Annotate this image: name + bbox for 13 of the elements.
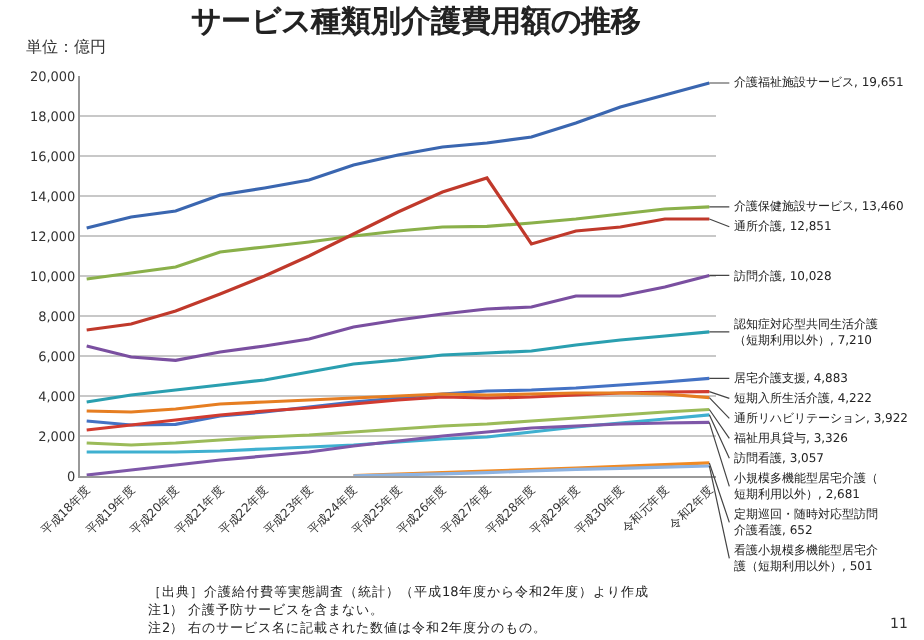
line-series <box>85 273 711 362</box>
line-series <box>85 176 711 332</box>
line-series <box>85 407 711 447</box>
line-series <box>85 330 711 404</box>
line-series <box>85 413 711 454</box>
chart-title: サービス種類別介護費用額の推移 <box>190 2 641 39</box>
line-series <box>85 81 711 230</box>
line-series <box>85 391 711 414</box>
y-axis-title: 単位：億円 <box>26 38 106 56</box>
line-series <box>85 389 711 432</box>
line-series <box>85 376 711 427</box>
line-series <box>85 205 711 281</box>
line-series <box>85 420 711 476</box>
